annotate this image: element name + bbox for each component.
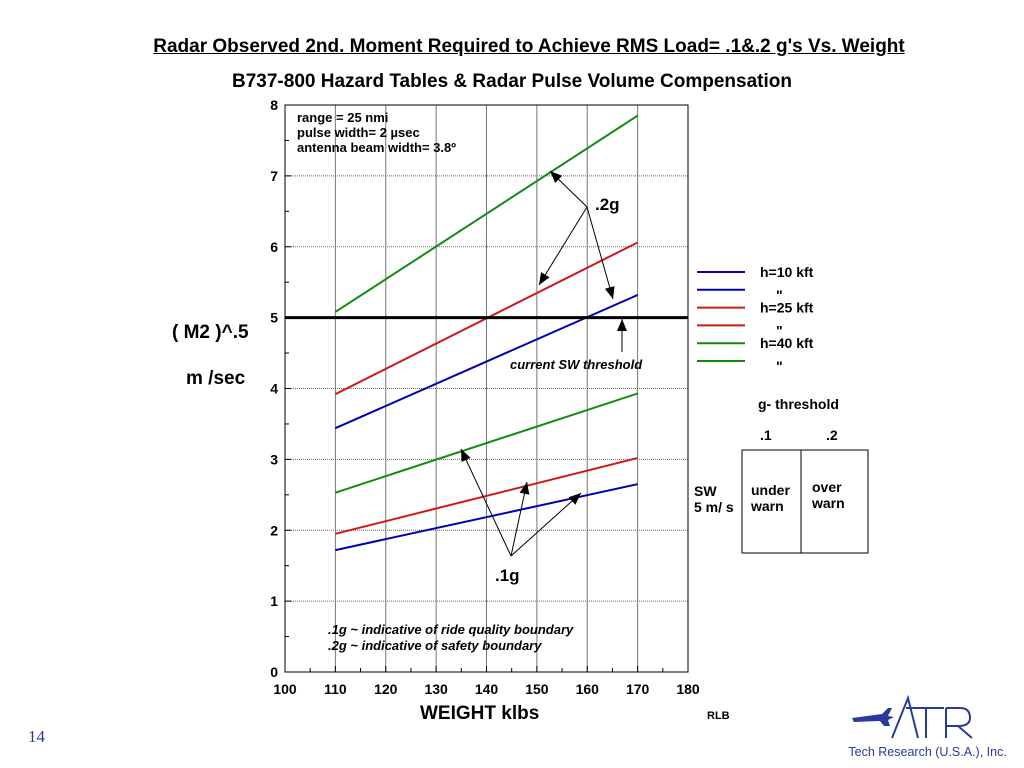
y-tick-label: 2 xyxy=(270,522,278,538)
note-safety: .2g ~ indicative of safety boundary xyxy=(328,638,542,653)
logo-letter-r xyxy=(945,707,973,739)
x-tick-label: 120 xyxy=(374,681,398,697)
x-tick-label: 140 xyxy=(475,681,499,697)
arrow-2g-red-head xyxy=(539,272,550,285)
arrow-1g-green-head xyxy=(461,449,471,462)
x-tick-label: 180 xyxy=(676,681,700,697)
x-axis-label: WEIGHT klbs xyxy=(420,703,540,724)
note-ride-quality: .1g ~ indicative of ride quality boundar… xyxy=(328,622,574,637)
gthreshold-row-label-value: 5 m/ s xyxy=(694,499,734,515)
param-range: range = 25 nmi xyxy=(297,110,388,125)
y-axis-unit: m /sec xyxy=(186,368,246,389)
logo-company-name: AeroTech Research (U.S.A.), Inc. xyxy=(848,745,1007,759)
legend-label: " xyxy=(776,322,783,338)
atr-logo: AeroTech Research (U.S.A.), Inc. xyxy=(848,694,1007,759)
y-tick-label: 5 xyxy=(270,310,278,326)
y-tick-label: 6 xyxy=(270,239,278,255)
series-line-h-40-kft-1g xyxy=(335,392,638,494)
slide-title: Radar Observed 2nd. Moment Required to A… xyxy=(153,36,905,57)
gthreshold-cell-under: under xyxy=(751,482,790,498)
legend-label: h=25 kft xyxy=(760,300,814,316)
gthreshold-cell-over-warn: warn xyxy=(811,495,845,511)
arrow-2g-blue-head xyxy=(604,286,615,299)
arrow-1g-green xyxy=(460,448,512,557)
arrow-2g-red xyxy=(538,206,588,286)
gthreshold-col1: .1 xyxy=(760,427,772,443)
x-tick-label: 150 xyxy=(525,681,549,697)
gthreshold-title: g- threshold xyxy=(758,396,839,412)
page-number: 14 xyxy=(28,727,45,746)
series-line-h-25-kft-1g xyxy=(335,456,638,535)
arrow-2g-blue xyxy=(586,206,614,300)
y-tick-label: 8 xyxy=(270,97,278,113)
logo-letter-a xyxy=(891,694,919,739)
x-tick-label: 130 xyxy=(424,681,448,697)
arrow-1g-red-head xyxy=(519,482,530,495)
param-pulse-width: pulse width= 2 µsec xyxy=(297,125,420,140)
logo-letter-t xyxy=(906,707,944,738)
gthreshold-cell-over: over xyxy=(812,479,842,495)
airplane-icon xyxy=(852,708,894,726)
y-tick-label: 1 xyxy=(270,593,278,609)
arrow-1g-blue-head xyxy=(568,493,581,505)
legend-label: " xyxy=(776,358,783,374)
arrow-threshold-head xyxy=(617,319,627,331)
legend-label: " xyxy=(776,287,783,303)
arrow-1g-blue xyxy=(510,492,582,557)
annotation-arrows xyxy=(460,170,627,557)
param-beam-width: antenna beam width= 3.8º xyxy=(297,140,456,155)
label-1g: .1g xyxy=(495,566,520,585)
arrow-2g-green-head xyxy=(550,171,563,183)
legend: h=10 kft"h=25 kft"h=40 kft" xyxy=(697,264,814,374)
y-tick-label: 0 xyxy=(270,664,278,680)
plot-frame xyxy=(284,104,689,673)
threshold-label: current SW threshold xyxy=(510,357,643,372)
series-line-h-10-kft-1g xyxy=(335,483,638,552)
grid xyxy=(285,105,688,672)
y-axis-label: ( M2 )^.5 xyxy=(172,322,249,343)
author-tag: RLB xyxy=(707,710,730,722)
chart-subtitle: B737-800 Hazard Tables & Radar Pulse Vol… xyxy=(232,71,792,92)
x-tick-label: 170 xyxy=(626,681,650,697)
y-tick-label: 4 xyxy=(270,381,278,397)
y-tick-label: 7 xyxy=(270,168,278,184)
gthreshold-row-label-sw: SW xyxy=(694,483,717,499)
axis-ticks: 0 1 2 3 4 5 6 7 8 100 110 120 130 140 150 160 170 180 xyxy=(270,97,700,697)
series-line-h-40-kft-2g xyxy=(334,114,639,313)
x-tick-label: 110 xyxy=(324,681,347,697)
arrow-1g-red xyxy=(510,481,528,557)
y-tick-label: 3 xyxy=(270,451,278,467)
gthreshold-cell-under-warn: warn xyxy=(750,498,784,514)
x-tick-label: 160 xyxy=(576,681,600,697)
legend-label: h=10 kft xyxy=(760,264,814,280)
x-tick-label: 100 xyxy=(273,681,297,697)
label-2g: .2g xyxy=(595,195,620,214)
gthreshold-col2: .2 xyxy=(826,427,838,443)
series-lines xyxy=(334,114,639,552)
gthreshold-box xyxy=(741,449,869,554)
legend-label: h=40 kft xyxy=(760,335,814,351)
